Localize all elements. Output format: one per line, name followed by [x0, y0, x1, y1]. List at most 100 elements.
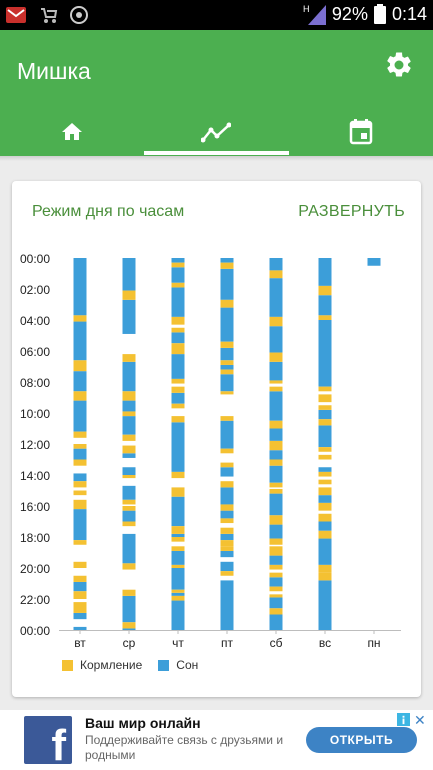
- ad-close-icon[interactable]: ✕: [414, 712, 426, 728]
- sleep-segment: [318, 425, 332, 448]
- sleep-segment: [269, 524, 283, 539]
- sleep-segment: [318, 521, 332, 531]
- feeding-segment: [122, 589, 136, 596]
- feeding-segment: [220, 369, 234, 375]
- sleep-segment: [73, 612, 87, 620]
- y-tick-label: 06:00: [20, 345, 50, 359]
- sleep-segment: [122, 416, 136, 435]
- sleep-segment: [220, 487, 234, 505]
- sleep-segment: [122, 595, 136, 623]
- sleep-segment: [318, 467, 332, 472]
- feeding-segment: [171, 378, 185, 384]
- feeding-segment: [220, 462, 234, 468]
- gmail-icon: [6, 7, 26, 23]
- expand-button[interactable]: РАЗВЕРНУТЬ: [298, 203, 405, 220]
- tab-home[interactable]: [0, 108, 144, 156]
- sleep-segment: [171, 600, 185, 630]
- feeding-segment: [269, 572, 283, 578]
- sleep-segment: [171, 568, 185, 590]
- signal-icon: H: [303, 4, 326, 25]
- feeding-segment: [171, 327, 185, 333]
- feeding-segment: [73, 360, 87, 372]
- ad-banner[interactable]: f Ваш мир онлайн Поддерживайте связь с д…: [0, 710, 433, 770]
- feeding-segment: [73, 431, 87, 438]
- feeding-segment: [73, 444, 87, 449]
- ad-info-icon[interactable]: [397, 713, 410, 726]
- feeding-segment: [73, 540, 87, 545]
- sleep-segment: [269, 614, 283, 630]
- feeding-segment: [220, 571, 234, 576]
- sleep-segment: [220, 307, 234, 342]
- sleep-segment: [122, 453, 136, 458]
- y-tick-label: 04:00: [20, 314, 50, 328]
- feeding-segment: [269, 352, 283, 362]
- feeding-segment: [122, 563, 136, 570]
- sleep-segment: [171, 422, 185, 472]
- feeding-segment: [269, 482, 283, 488]
- tab-calendar[interactable]: [289, 108, 433, 156]
- feeding-segment: [171, 386, 185, 393]
- sleep-segment: [269, 493, 283, 516]
- sleep-segment: [269, 278, 283, 317]
- legend-swatch-sleep: [158, 659, 170, 671]
- chrome-icon: [70, 6, 88, 24]
- tab-indicator: [144, 151, 289, 155]
- sleep-segment: [220, 533, 234, 541]
- chart-legend: Кормление Сон: [62, 658, 198, 672]
- feeding-segment: [269, 608, 283, 615]
- feeding-segment: [73, 315, 87, 322]
- feeding-segment: [318, 315, 332, 320]
- feeding-segment: [318, 454, 332, 460]
- feeding-segment: [73, 561, 87, 568]
- feeding-segment: [269, 380, 283, 384]
- svg-text:H: H: [303, 4, 310, 14]
- feeding-segment: [220, 504, 234, 511]
- feeding-segment: [220, 481, 234, 488]
- feeding-segment: [220, 341, 234, 348]
- feeding-segment: [269, 488, 283, 494]
- feeding-segment: [269, 440, 283, 451]
- app-title: Мишка: [17, 58, 91, 84]
- sleep-segment: [220, 347, 234, 361]
- calendar-icon: [349, 119, 373, 145]
- daily-routine-card: Режим дня по часам РАЗВЕРНУТЬ 00:00 02:00…: [12, 181, 421, 697]
- routine-chart: 00:00 02:00 04:00 06:00 08:00 10:00 12:00 14:00…: [20, 252, 401, 650]
- feeding-segment: [220, 360, 234, 365]
- x-tick-label: ср: [123, 636, 136, 650]
- feeding-segment: [318, 405, 332, 410]
- x-tick-label: сб: [270, 636, 283, 650]
- y-tick-label: 10:00: [20, 407, 50, 421]
- sleep-segment: [171, 354, 185, 379]
- sleep-segment: [73, 400, 87, 432]
- feeding-segment: [318, 487, 332, 496]
- feeding-segment: [73, 575, 87, 582]
- sleep-segment: [73, 321, 87, 361]
- feeding-segment: [122, 622, 136, 629]
- sleep-segment: [73, 258, 87, 316]
- feeding-segment: [220, 546, 234, 551]
- sleep-segment: [122, 258, 136, 291]
- sleep-segment: [220, 420, 234, 449]
- tab-stats[interactable]: [144, 108, 288, 156]
- feeding-segment: [318, 419, 332, 426]
- facebook-logo-icon[interactable]: f: [24, 716, 72, 768]
- feeding-segment: [318, 285, 332, 296]
- sleep-segment: [73, 448, 87, 460]
- ad-title[interactable]: Ваш мир онлайн: [85, 715, 201, 731]
- feeding-segment: [122, 499, 136, 505]
- sleep-segment: [122, 510, 136, 522]
- feeding-segment: [269, 586, 283, 592]
- ad-open-button[interactable]: ОТКРЫТЬ: [306, 727, 417, 753]
- feeding-segment: [171, 403, 185, 409]
- feeding-segment: [171, 282, 185, 288]
- feeding-segment: [171, 589, 185, 593]
- app-bar: Мишка: [0, 30, 433, 156]
- feeding-segment: [73, 481, 87, 488]
- gear-icon[interactable]: [384, 50, 414, 80]
- home-icon: [62, 123, 83, 140]
- battery-icon: [373, 4, 386, 24]
- sleep-segment: [73, 371, 87, 392]
- feeding-segment: [73, 490, 87, 496]
- battery-percent: 92%: [331, 3, 368, 24]
- feeding-segment: [171, 471, 185, 479]
